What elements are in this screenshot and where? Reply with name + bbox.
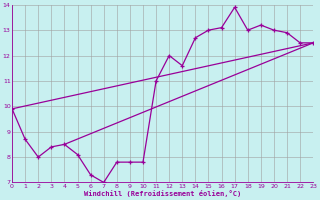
X-axis label: Windchill (Refroidissement éolien,°C): Windchill (Refroidissement éolien,°C) <box>84 190 241 197</box>
